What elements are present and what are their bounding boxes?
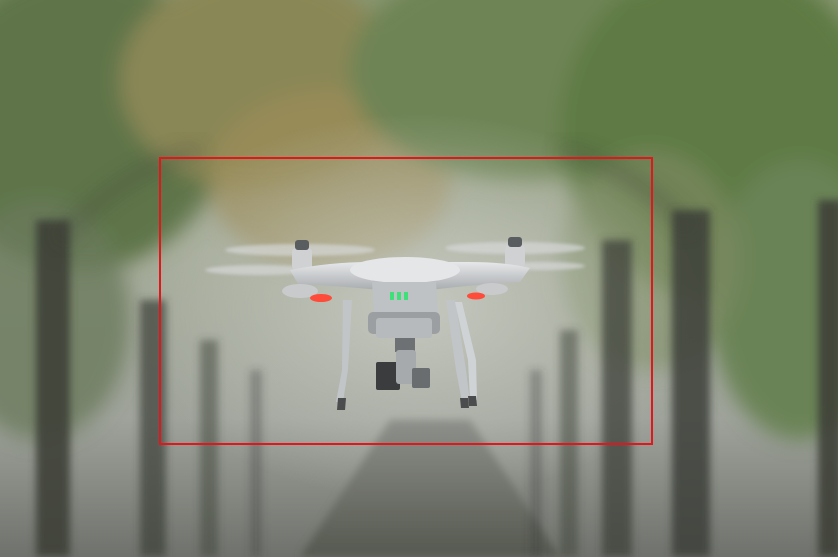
drone bbox=[205, 237, 585, 410]
camera bbox=[376, 362, 400, 390]
landing-gear-left bbox=[336, 300, 352, 402]
tree-trunks bbox=[36, 200, 838, 557]
landing-gear-right bbox=[446, 300, 470, 402]
motor-led-right bbox=[467, 292, 485, 300]
motor-led-left bbox=[310, 294, 332, 302]
road bbox=[300, 420, 560, 557]
status-led bbox=[390, 292, 394, 300]
